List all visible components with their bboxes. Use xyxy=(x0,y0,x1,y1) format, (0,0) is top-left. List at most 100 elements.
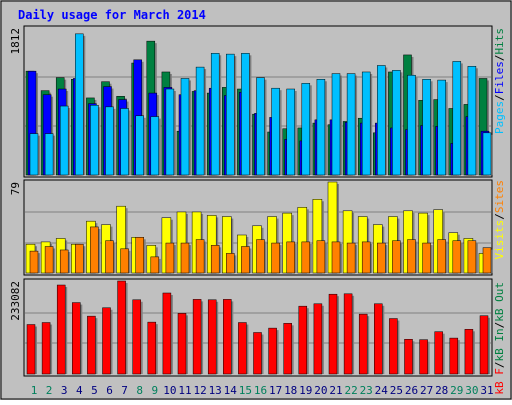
panel-visits-sites: 79 Visits/Sites xyxy=(9,179,506,276)
bar-sites xyxy=(44,246,54,274)
bar-pages xyxy=(407,74,416,176)
bar-sites xyxy=(226,253,235,274)
day-label: 13 xyxy=(209,384,222,397)
bar-sites xyxy=(422,242,431,274)
bar-kbytes xyxy=(132,299,141,375)
bar-kbytes xyxy=(374,303,383,375)
day-label: 31 xyxy=(480,384,493,397)
day-label: 2 xyxy=(46,384,53,397)
day-label: 18 xyxy=(284,384,297,397)
day-label: 23 xyxy=(360,384,373,397)
bar-pages xyxy=(241,53,250,176)
bar-pages xyxy=(120,108,129,176)
bar-pages xyxy=(437,79,446,176)
bar-sites xyxy=(256,239,265,274)
bar-kbytes xyxy=(56,284,66,375)
bar-kbytes xyxy=(404,339,413,375)
day-label: 19 xyxy=(299,384,312,397)
day-label: 10 xyxy=(163,384,176,397)
day-label: 14 xyxy=(224,384,238,397)
bar-sites xyxy=(331,241,341,274)
day-label: 12 xyxy=(193,384,206,397)
bar-pages xyxy=(165,88,175,176)
bar-pages xyxy=(482,132,492,176)
panel-bars xyxy=(25,181,493,274)
bar-pages xyxy=(346,73,356,176)
bar-kbytes xyxy=(328,293,338,375)
bar-sites xyxy=(271,242,280,274)
x-axis-day-labels: 1 2 3 4 5 6 7 8 9 10 11 12 13 14 15 16 17 18 19 20 21 22 23 24 2… xyxy=(31,384,494,397)
legend-kbin: kB In xyxy=(493,328,506,361)
bar-kbytes xyxy=(238,322,247,375)
bar-kbytes xyxy=(223,299,232,375)
bar-pages xyxy=(467,66,477,176)
legend-visits: Visits xyxy=(493,220,506,260)
day-label: 5 xyxy=(91,384,98,397)
bar-kbytes xyxy=(313,303,323,375)
day-label: 8 xyxy=(136,384,143,397)
bar-pages xyxy=(105,106,114,176)
bar-sites xyxy=(241,246,250,274)
bar-kbytes xyxy=(358,313,368,375)
bar-pages xyxy=(29,133,39,176)
day-label: 29 xyxy=(450,384,463,397)
day-label: 28 xyxy=(435,384,448,397)
legend-sep-2: / xyxy=(493,55,506,62)
bar-sites xyxy=(75,243,84,274)
bar-kbytes xyxy=(434,331,443,375)
bar-sites xyxy=(59,249,69,274)
bar-kbytes xyxy=(26,324,36,375)
bar-sites xyxy=(361,241,371,274)
bar-kbytes xyxy=(72,302,81,375)
bar-pages xyxy=(75,33,84,176)
bar-sites xyxy=(482,247,492,274)
panel-bars xyxy=(26,280,490,375)
bar-sites xyxy=(90,226,99,274)
legend-sep-1: / xyxy=(493,94,506,101)
legend-files: Files xyxy=(493,61,506,94)
bar-sites xyxy=(452,240,462,274)
day-label: 7 xyxy=(121,384,128,397)
bar-sites xyxy=(150,256,160,274)
visits-legend: Visits/Sites xyxy=(493,180,506,260)
day-label: 1 xyxy=(31,384,38,397)
hits-ymax-label: 1812 xyxy=(9,28,22,55)
bar-sites xyxy=(29,250,39,274)
day-label: 4 xyxy=(76,384,83,397)
legend-sep-5: / xyxy=(493,322,506,329)
legend-sep-3: / xyxy=(493,213,506,220)
bar-kbytes xyxy=(464,329,474,375)
bar-kbytes xyxy=(298,305,308,375)
bar-pages xyxy=(210,53,220,176)
hits-legend: Pages/Files/Hits xyxy=(493,28,506,134)
bar-kbytes xyxy=(147,321,157,375)
bar-pages xyxy=(271,87,280,176)
bar-pages xyxy=(392,70,401,176)
bar-kbytes xyxy=(283,323,292,375)
bar-pages xyxy=(256,77,265,176)
bar-kbytes xyxy=(479,315,489,375)
bar-pages xyxy=(44,133,54,176)
bar-kbytes xyxy=(207,299,217,375)
bar-kbytes xyxy=(268,327,277,375)
bar-kbytes xyxy=(162,292,172,375)
day-label: 17 xyxy=(269,384,282,397)
day-label: 16 xyxy=(254,384,267,397)
bar-pages xyxy=(377,65,386,176)
bar-kbytes xyxy=(41,322,51,375)
day-label: 22 xyxy=(344,384,357,397)
bar-pages xyxy=(331,73,341,176)
kbytes-ymax-label: 233082 xyxy=(9,281,22,321)
bar-sites xyxy=(210,245,220,274)
chart-title: Daily usage for March 2014 xyxy=(18,8,206,22)
panel-bars xyxy=(25,33,493,176)
bar-pages xyxy=(452,61,462,176)
bar-sites xyxy=(286,241,295,274)
bar-kbytes xyxy=(87,315,96,375)
bar-sites xyxy=(346,242,356,274)
bar-sites xyxy=(407,239,416,274)
bar-sites xyxy=(437,239,446,274)
bar-kbytes xyxy=(192,299,202,375)
